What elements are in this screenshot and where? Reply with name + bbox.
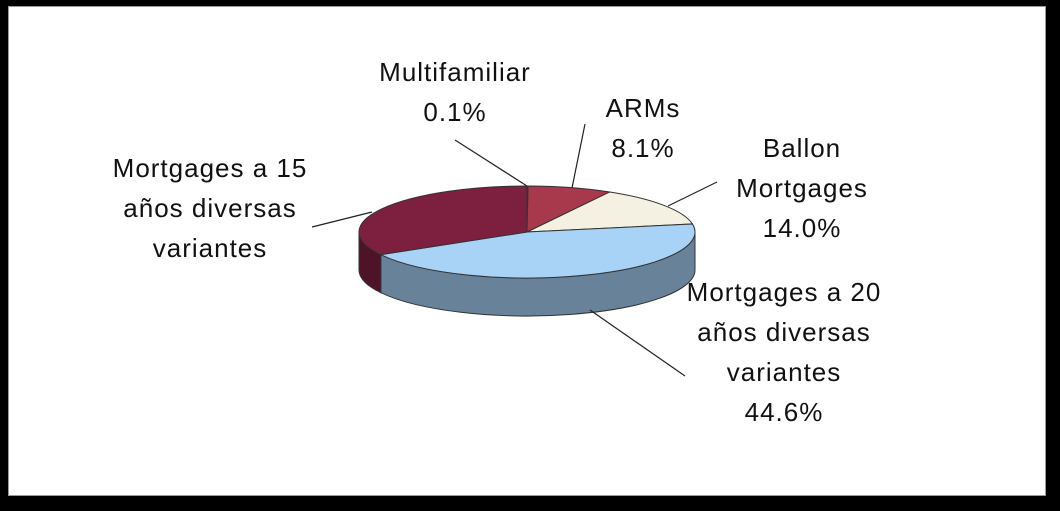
category-label: Mortgages a 15 años diversas variantes	[112, 153, 308, 263]
slice-label: Multifamiliar 0.1%	[355, 52, 555, 132]
value-label: 8.1%	[611, 133, 675, 163]
slice	[358, 185, 528, 256]
category-label: Multifamiliar	[379, 57, 531, 87]
value-label: 0.1%	[423, 97, 487, 127]
leader-line	[311, 211, 373, 228]
leader-line	[454, 139, 528, 187]
slice-label: Mortgages a 15 años diversas variantes	[103, 148, 318, 268]
value-label: 44.6%	[744, 397, 824, 427]
category-label: Ballon Mortgages	[736, 133, 868, 203]
leader-line	[571, 123, 586, 189]
value-label: 14.0%	[762, 213, 842, 243]
slice-label: ARMs 8.1%	[583, 88, 703, 168]
category-label: ARMs	[605, 93, 681, 123]
slice-label: Mortgages a 20 años diversas variantes 44…	[684, 272, 884, 432]
slice	[379, 223, 696, 279]
leader-line	[667, 181, 718, 207]
slice	[526, 191, 694, 233]
slice-label: Ballon Mortgages 14.0%	[707, 128, 897, 248]
leader-line	[589, 309, 686, 377]
category-label: Mortgages a 20 años diversas variantes	[686, 277, 882, 387]
